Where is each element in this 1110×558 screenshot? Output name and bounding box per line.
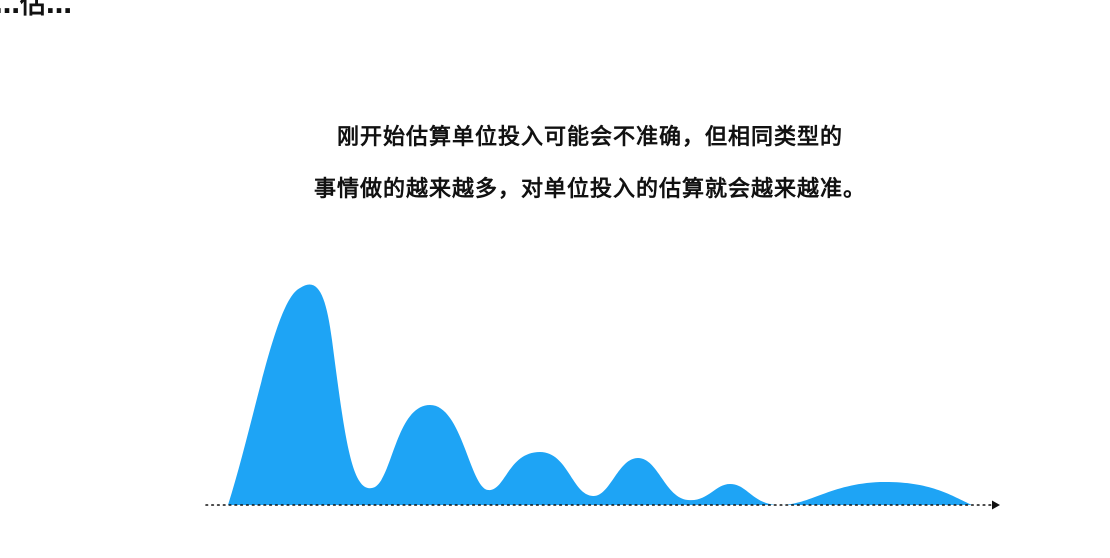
diagram-caption: 刚开始估算单位投入可能会不准确，但相同类型的 事情做的越来越多，对单位投入的估算… xyxy=(0,112,1110,216)
clipped-title-fragment: …估… xyxy=(0,0,73,20)
x-axis-arrowhead xyxy=(992,500,1000,510)
caption-line-2: 事情做的越来越多，对单位投入的估算就会越来越准。 xyxy=(313,177,866,202)
caption-line-1: 刚开始估算单位投入可能会不准确，但相同类型的 xyxy=(336,125,843,150)
estimation-error-wave xyxy=(228,284,972,505)
